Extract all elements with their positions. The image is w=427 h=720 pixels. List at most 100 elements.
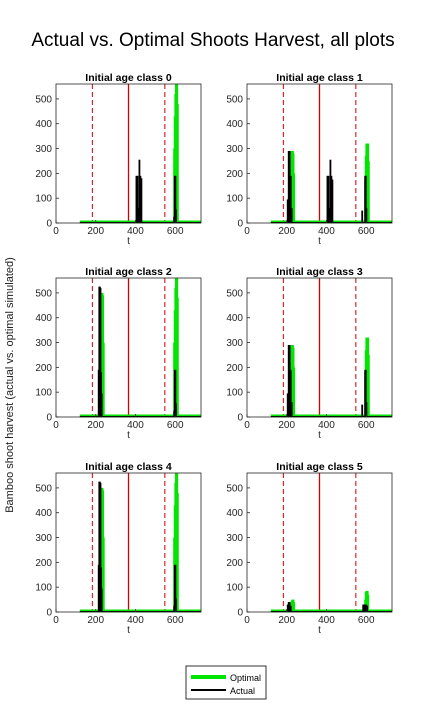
x-tick-label: 600: [167, 420, 184, 431]
y-tick-label: 300: [226, 144, 243, 155]
y-tick-label: 400: [35, 313, 52, 324]
x-tick-label: 200: [87, 226, 104, 237]
y-tick-label: 500: [35, 94, 52, 105]
subplot-5: 0 100 200 300 400 500 0 200 400 600 t Initial age c…: [226, 461, 393, 636]
actual-bar: [99, 287, 102, 417]
y-tick-label: 500: [226, 94, 243, 105]
subplot-grid: 0 100 200 300 400 500 0 200 400 600 t Initial age c…: [35, 72, 393, 636]
optimal-bar: [175, 492, 179, 612]
y-tick-label: 200: [226, 363, 243, 374]
x-axis-label: t: [318, 236, 321, 247]
actual-bar: [140, 178, 143, 223]
x-tick-label: 600: [167, 226, 184, 237]
actual-bar: [139, 175, 142, 223]
x-tick-label: 0: [244, 420, 250, 431]
figure-ylabel: Bamboo shoot harvest (actual vs. optimal…: [4, 257, 16, 513]
y-tick-label: 100: [226, 388, 243, 399]
y-tick-label: 500: [226, 288, 243, 299]
y-tick-label: 0: [46, 413, 52, 424]
x-tick-label: 400: [318, 226, 335, 237]
x-axis-label: t: [127, 625, 130, 636]
subplot-title: Initial age class 0: [85, 72, 172, 84]
actual-bar: [327, 175, 330, 223]
axes-frame: [246, 472, 393, 613]
x-tick-label: 0: [53, 615, 59, 626]
optimal-bar: [366, 160, 370, 223]
actual-bar: [329, 159, 332, 223]
y-tick-label: 0: [237, 413, 243, 424]
actual-bar: [362, 604, 365, 612]
actual-bar: [288, 602, 291, 612]
axes-frame: [246, 83, 393, 224]
y-tick-label: 200: [226, 169, 243, 180]
optimal-bar: [175, 103, 179, 223]
y-tick-label: 200: [226, 558, 243, 569]
actual-bar: [175, 598, 177, 612]
x-tick-label: 0: [244, 226, 250, 237]
y-tick-label: 100: [35, 388, 52, 399]
optimal-bar: [175, 297, 179, 417]
legend-frame: [185, 665, 267, 700]
x-tick-label: 600: [167, 615, 184, 626]
subplot-title: Initial age class 5: [276, 461, 363, 473]
actual-bar: [290, 208, 293, 223]
actual-bar: [288, 345, 291, 417]
axes-frame: [246, 277, 393, 418]
actual-bar: [286, 604, 289, 612]
y-tick-label: 300: [35, 533, 52, 544]
optimal-bar: [101, 537, 105, 612]
subplot-2: 0 100 200 300 400 500 0 200 400 600 t Initial age c…: [35, 266, 202, 441]
x-tick-label: 400: [318, 615, 335, 626]
y-tick-label: 400: [226, 313, 243, 324]
actual-bar: [290, 402, 293, 417]
axes-frame: [55, 277, 202, 418]
y-tick-label: 0: [237, 608, 243, 619]
actual-bar: [366, 605, 369, 612]
legend-optimal-label: Optimal: [230, 673, 261, 683]
y-tick-label: 100: [35, 583, 52, 594]
x-tick-label: 600: [358, 615, 375, 626]
actual-bar: [136, 175, 139, 223]
actual-bar: [100, 393, 103, 417]
actual-bar: [174, 369, 177, 417]
x-axis-label: t: [127, 236, 130, 247]
y-tick-label: 0: [237, 219, 243, 230]
x-tick-label: 400: [127, 226, 144, 237]
actual-bar: [328, 208, 331, 223]
y-tick-label: 300: [226, 533, 243, 544]
actual-bar: [174, 175, 177, 223]
x-tick-label: 200: [278, 615, 295, 626]
x-tick-label: 0: [53, 420, 59, 431]
optimal-bar: [291, 602, 296, 612]
figure-title: Actual vs. Optimal Shoots Harvest, all p…: [31, 30, 394, 51]
actual-bar: [138, 159, 141, 223]
actual-bar: [100, 588, 103, 612]
actual-bar: [286, 393, 289, 417]
legend: Optimal Actual: [185, 665, 267, 700]
actual-bar: [287, 602, 290, 612]
actual-bar: [289, 605, 292, 612]
actual-bar: [287, 345, 290, 417]
optimal-bar: [366, 354, 370, 417]
optimal-bar: [291, 367, 296, 417]
x-axis-label: t: [127, 430, 130, 441]
actual-bar: [363, 604, 366, 612]
actual-bar: [364, 369, 367, 417]
actual-bar: [137, 208, 140, 223]
x-tick-label: 600: [358, 226, 375, 237]
x-tick-label: 200: [87, 420, 104, 431]
actual-bar: [364, 175, 367, 223]
subplot-1: 0 100 200 300 400 500 0 200 400 600 t Initial age c…: [226, 72, 393, 247]
actual-bar: [331, 179, 334, 223]
y-tick-label: 100: [35, 194, 52, 205]
subplot-3: 0 100 200 300 400 500 0 200 400 600 t Initial age c…: [226, 266, 393, 441]
actual-bar: [364, 604, 367, 612]
actual-bar: [174, 564, 177, 612]
axes-frame: [55, 472, 202, 613]
actual-bar: [326, 175, 329, 223]
y-tick-label: 300: [226, 338, 243, 349]
y-tick-label: 200: [35, 363, 52, 374]
axes-frame: [55, 83, 202, 224]
x-tick-label: 400: [127, 420, 144, 431]
y-tick-label: 100: [226, 583, 243, 594]
